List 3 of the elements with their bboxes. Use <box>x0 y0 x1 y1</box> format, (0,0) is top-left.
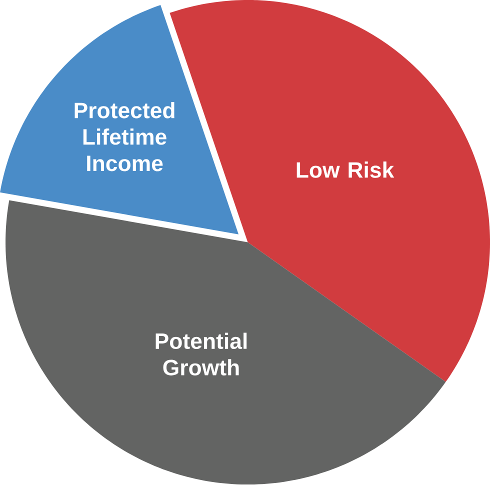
slice-label: Low Risk <box>296 162 394 178</box>
slice-label: Potential Growth <box>156 332 247 376</box>
slice-label: Protected Lifetime Income <box>74 102 174 172</box>
